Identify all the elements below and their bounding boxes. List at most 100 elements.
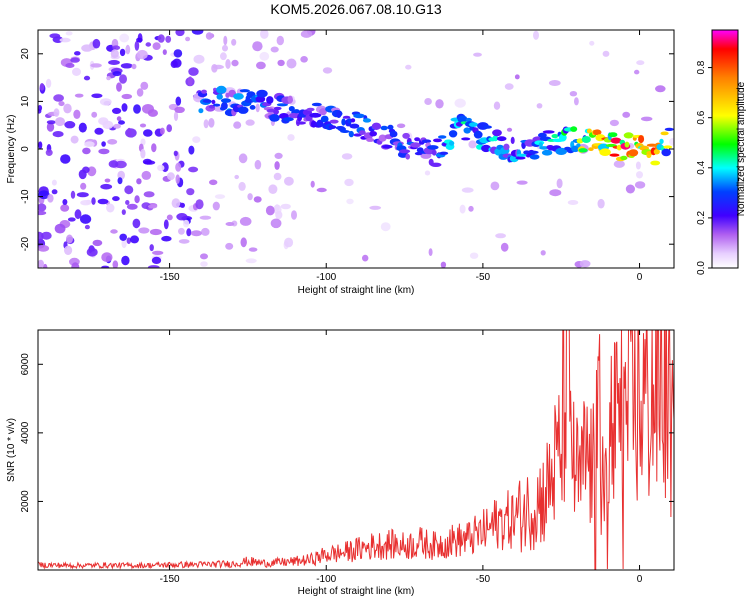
heatmap-cell [380, 222, 391, 232]
heatmap-cell [112, 196, 120, 202]
heatmap-cell [265, 205, 275, 216]
heatmap-cell [254, 159, 262, 170]
heatmap-cell [200, 253, 208, 260]
heatmap-cell [340, 130, 350, 133]
heatmap-cell [43, 263, 48, 268]
heatmap-cell [430, 162, 442, 167]
heatmap-cell [291, 210, 297, 220]
heatmap-cell [71, 262, 80, 268]
heatmap-cell [276, 103, 288, 107]
heatmap-cell [311, 102, 322, 107]
heatmap-cell [136, 178, 142, 185]
heatmap-cell [344, 178, 354, 187]
heatmap-cell [45, 149, 53, 157]
heatmap-cell [213, 103, 221, 107]
heatmap-cell [84, 141, 95, 148]
heatmap-cell [65, 63, 75, 68]
heatmap-cell [273, 109, 279, 115]
heatmap-cell [54, 223, 66, 234]
heatmap-cell [121, 209, 126, 216]
heatmap-cell [134, 195, 140, 204]
heatmap-cell [143, 129, 153, 137]
heatmap-cell [121, 103, 128, 112]
heatmap-cell [208, 118, 215, 128]
heatmap-cell [549, 189, 562, 197]
heatmap-cell [625, 184, 636, 194]
heatmap-cell [503, 143, 510, 151]
heatmap-cell [634, 181, 646, 189]
heatmap-cell [67, 217, 76, 222]
heatmap-cell [193, 54, 205, 64]
heatmap-cell [151, 256, 162, 264]
heatmap-cell [353, 133, 362, 137]
heatmap-cell [106, 76, 111, 81]
heatmap-cell [663, 145, 673, 149]
heatmap-cell [483, 125, 492, 129]
heatmap-cell [136, 88, 144, 97]
y-tick-label: 0 [20, 146, 31, 152]
heatmap-cell [116, 116, 122, 122]
heatmap-cell [399, 149, 411, 154]
heatmap-cell [121, 255, 130, 266]
heatmap-cell [126, 237, 131, 244]
heatmap-cell [252, 41, 263, 52]
heatmap-cell [616, 144, 622, 151]
heatmap-cell [539, 146, 549, 150]
heatmap-cell [664, 127, 674, 131]
heatmap-cell [60, 204, 70, 212]
heatmap-cell [119, 233, 127, 241]
heatmap-cell [589, 40, 595, 46]
heatmap-cell [329, 119, 339, 124]
heatmap-cell [431, 149, 437, 156]
snr-ylabel: SNR (10 * v/v) [6, 418, 17, 482]
snr-frame [37, 329, 675, 571]
heatmap-cell [173, 111, 179, 122]
heatmap-cell [342, 115, 351, 119]
heatmap-cell [240, 237, 247, 248]
heatmap-cell [602, 50, 610, 57]
heatmap-cell [469, 252, 479, 259]
heatmap-cell [192, 136, 201, 144]
heatmap-cell [151, 143, 157, 153]
heatmap-cell [222, 44, 228, 52]
heatmap-cell [468, 205, 474, 212]
heatmap-cell [107, 139, 118, 145]
heatmap-cell [473, 52, 482, 57]
heatmap-cell [167, 172, 175, 181]
heatmap-cell [152, 250, 164, 255]
heatmap-cell [136, 37, 143, 43]
heatmap-cell [225, 242, 234, 250]
heatmap-cell [231, 38, 237, 46]
heatmap-cell [284, 237, 294, 248]
heatmap-cell [166, 124, 172, 133]
heatmap-cell [277, 59, 285, 67]
heatmap-cell [567, 200, 579, 205]
x-tick-label: -150 [160, 272, 180, 283]
heatmap-cell [405, 153, 411, 160]
heatmap-cell [205, 32, 213, 40]
heatmap-cell [259, 51, 270, 61]
heatmap-cell [176, 213, 188, 221]
heatmap-cell [231, 59, 239, 67]
heatmap-cell [211, 64, 218, 73]
heatmap-cell [548, 80, 561, 86]
heatmap-cell [610, 137, 622, 144]
heatmap-cell [424, 170, 431, 176]
heatmap-cell [424, 98, 432, 105]
heatmap-cell [86, 247, 98, 257]
heatmap-cell [293, 109, 300, 114]
heatmap-cell [80, 182, 87, 190]
heatmap-cell [249, 105, 256, 110]
heatmap-cell [636, 171, 643, 179]
colorbar-tick-label: 0.2 [696, 211, 707, 225]
heatmap-cell [185, 36, 191, 42]
heatmap-cell [369, 131, 378, 137]
heatmap-cell [191, 30, 204, 35]
heatmap-cell [638, 135, 645, 144]
y-tick-label: 2000 [20, 490, 31, 513]
heatmap-cell [592, 129, 602, 136]
heatmap-cell [92, 239, 103, 247]
heatmap-cell [650, 160, 661, 166]
heatmap-cell [58, 101, 65, 107]
